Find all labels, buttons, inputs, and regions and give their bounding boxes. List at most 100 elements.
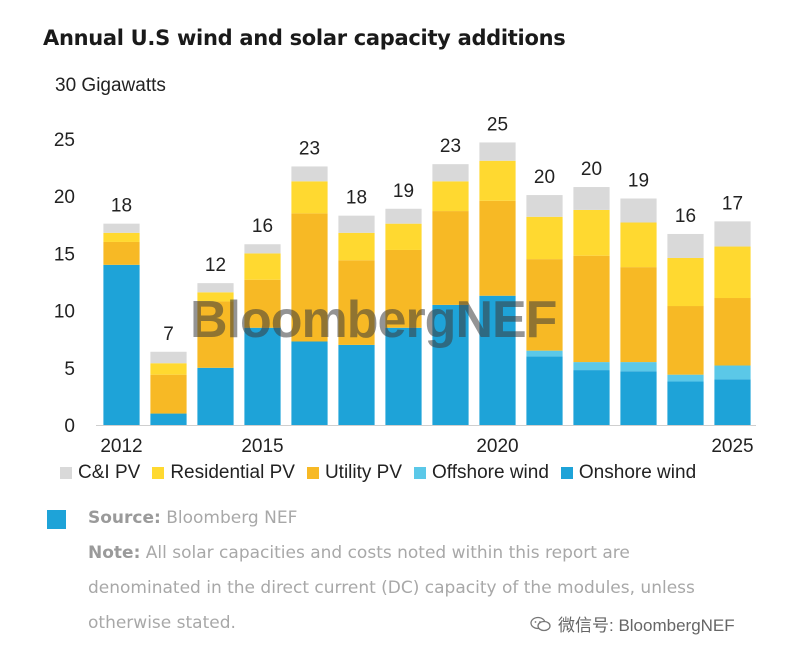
y-tick-label: 5	[64, 359, 75, 380]
bar-segment-utility-pv	[573, 255, 610, 363]
bar-segment-utility-pv	[620, 267, 657, 363]
bar-segment-residential-pv	[338, 232, 375, 261]
x-tick-label: 2020	[476, 436, 518, 457]
bar-segment-residential-pv	[573, 209, 610, 256]
bar-total-label: 20	[581, 159, 602, 180]
wechat-account: 微信号: BloombergNEF	[530, 611, 735, 636]
bar-total-label: 25	[487, 114, 508, 135]
bar-total-label: 18	[346, 188, 367, 209]
bar-segment-utility-pv	[338, 260, 375, 345]
bar-segment-c-i-pv	[150, 351, 187, 364]
bar-segment-c-i-pv	[526, 195, 563, 217]
source-line: Source: Bloomberg NEF	[88, 508, 297, 528]
note-text-1: All solar capacities and costs noted wit…	[140, 543, 630, 563]
wechat-label: 微信号: BloombergNEF	[558, 616, 735, 635]
legend-label: Offshore wind	[432, 462, 549, 483]
note-line-2: denominated in the direct current (DC) c…	[88, 578, 695, 598]
bar-total-label: 7	[163, 324, 174, 345]
bar-segment-offshore-wind	[573, 362, 610, 371]
y-tick-label: 10	[54, 302, 75, 323]
x-tick-label: 2025	[711, 436, 753, 457]
bar-segment-c-i-pv	[620, 198, 657, 223]
bar-segment-c-i-pv	[103, 223, 140, 233]
bar-segment-onshore-wind	[150, 413, 187, 425]
bar-total-label: 18	[111, 196, 132, 217]
bar-segment-c-i-pv	[291, 166, 328, 182]
bar-segment-onshore-wind	[526, 356, 563, 425]
bar-total-label: 19	[628, 170, 649, 191]
x-tick-label: 2015	[241, 436, 283, 457]
source-label: Source:	[88, 508, 161, 528]
bar-segment-residential-pv	[291, 181, 328, 214]
bar-segment-residential-pv	[385, 223, 422, 250]
legend-swatch	[306, 467, 319, 479]
note-label: Note:	[88, 543, 141, 563]
bar-segment-c-i-pv	[244, 244, 281, 254]
y-tick-label: 15	[54, 244, 75, 265]
bar-segment-onshore-wind	[385, 327, 422, 425]
legend-label: Residential PV	[170, 462, 295, 483]
bar-segment-utility-pv	[385, 249, 422, 328]
bar-segment-utility-pv	[667, 306, 704, 375]
legend-label: C&I PV	[78, 462, 141, 483]
bar-segment-utility-pv	[479, 200, 516, 296]
legend-item-ci-pv: C&I PV	[60, 462, 140, 484]
bar-segment-utility-pv	[197, 301, 234, 368]
bar-segment-utility-pv	[526, 259, 563, 351]
bar-segment-onshore-wind	[432, 304, 469, 425]
bar-segment-c-i-pv	[385, 208, 422, 224]
bar-segment-offshore-wind	[667, 374, 704, 382]
bar-segment-offshore-wind	[526, 350, 563, 357]
legend-label: Utility PV	[324, 462, 403, 483]
legend-item-utility-pv: Utility PV	[306, 462, 403, 484]
bar-total-label: 23	[299, 138, 320, 159]
bar-segment-residential-pv	[244, 253, 281, 280]
bar-segment-onshore-wind	[338, 344, 375, 425]
bar-total-label: 20	[534, 167, 555, 188]
stacked-bar-chart: 30 Gigawatts0510152025182012712162015231…	[54, 75, 756, 457]
bar-segment-utility-pv	[714, 298, 751, 366]
bar-segment-residential-pv	[197, 292, 234, 302]
y-axis-label: 30 Gigawatts	[55, 75, 166, 96]
bar-segment-utility-pv	[291, 213, 328, 342]
bar-segment-c-i-pv	[432, 164, 469, 182]
bar-segment-onshore-wind	[667, 381, 704, 425]
y-tick-label: 25	[54, 130, 75, 151]
bar-total-label: 17	[722, 193, 743, 214]
bar-segment-c-i-pv	[479, 142, 516, 161]
bar-segment-residential-pv	[432, 181, 469, 212]
y-tick-label: 0	[64, 416, 75, 437]
bar-segment-onshore-wind	[479, 295, 516, 425]
legend-swatch	[560, 467, 573, 479]
bar-total-label: 16	[675, 206, 696, 227]
legend-label: Onshore wind	[578, 462, 697, 483]
bar-segment-onshore-wind	[714, 379, 751, 425]
note-line-1: Note: All solar capacities and costs not…	[88, 543, 630, 563]
bar-segment-onshore-wind	[620, 371, 657, 425]
bar-segment-residential-pv	[667, 257, 704, 307]
source-text: Bloomberg NEF	[160, 508, 298, 528]
legend: C&I PV Residential PV Utility PV Offshor…	[60, 462, 708, 484]
legend-item-onshore-wind: Onshore wind	[560, 462, 697, 484]
source-marker	[47, 510, 66, 529]
watermark: BloombergNEF	[190, 291, 557, 349]
bar-total-label: 12	[205, 255, 226, 276]
bar-segment-c-i-pv	[197, 283, 234, 293]
bar-segment-onshore-wind	[244, 327, 281, 425]
bar-segment-onshore-wind	[197, 367, 234, 425]
chart-title: Annual U.S wind and solar capacity addit…	[43, 26, 566, 50]
legend-item-offshore-wind: Offshore wind	[414, 462, 549, 484]
bar-segment-utility-pv	[432, 211, 469, 305]
bar-segment-c-i-pv	[667, 233, 704, 258]
bar-segment-offshore-wind	[714, 365, 751, 380]
bar-segment-c-i-pv	[573, 187, 610, 210]
bar-segment-residential-pv	[526, 216, 563, 260]
bar-segment-residential-pv	[620, 222, 657, 268]
bar-total-label: 19	[393, 181, 414, 202]
x-tick-label: 2012	[100, 436, 142, 457]
bar-segment-c-i-pv	[714, 221, 751, 247]
legend-swatch	[152, 467, 165, 479]
legend-swatch	[60, 467, 72, 479]
bar-segment-utility-pv	[150, 374, 187, 414]
bar-segment-residential-pv	[479, 160, 516, 201]
